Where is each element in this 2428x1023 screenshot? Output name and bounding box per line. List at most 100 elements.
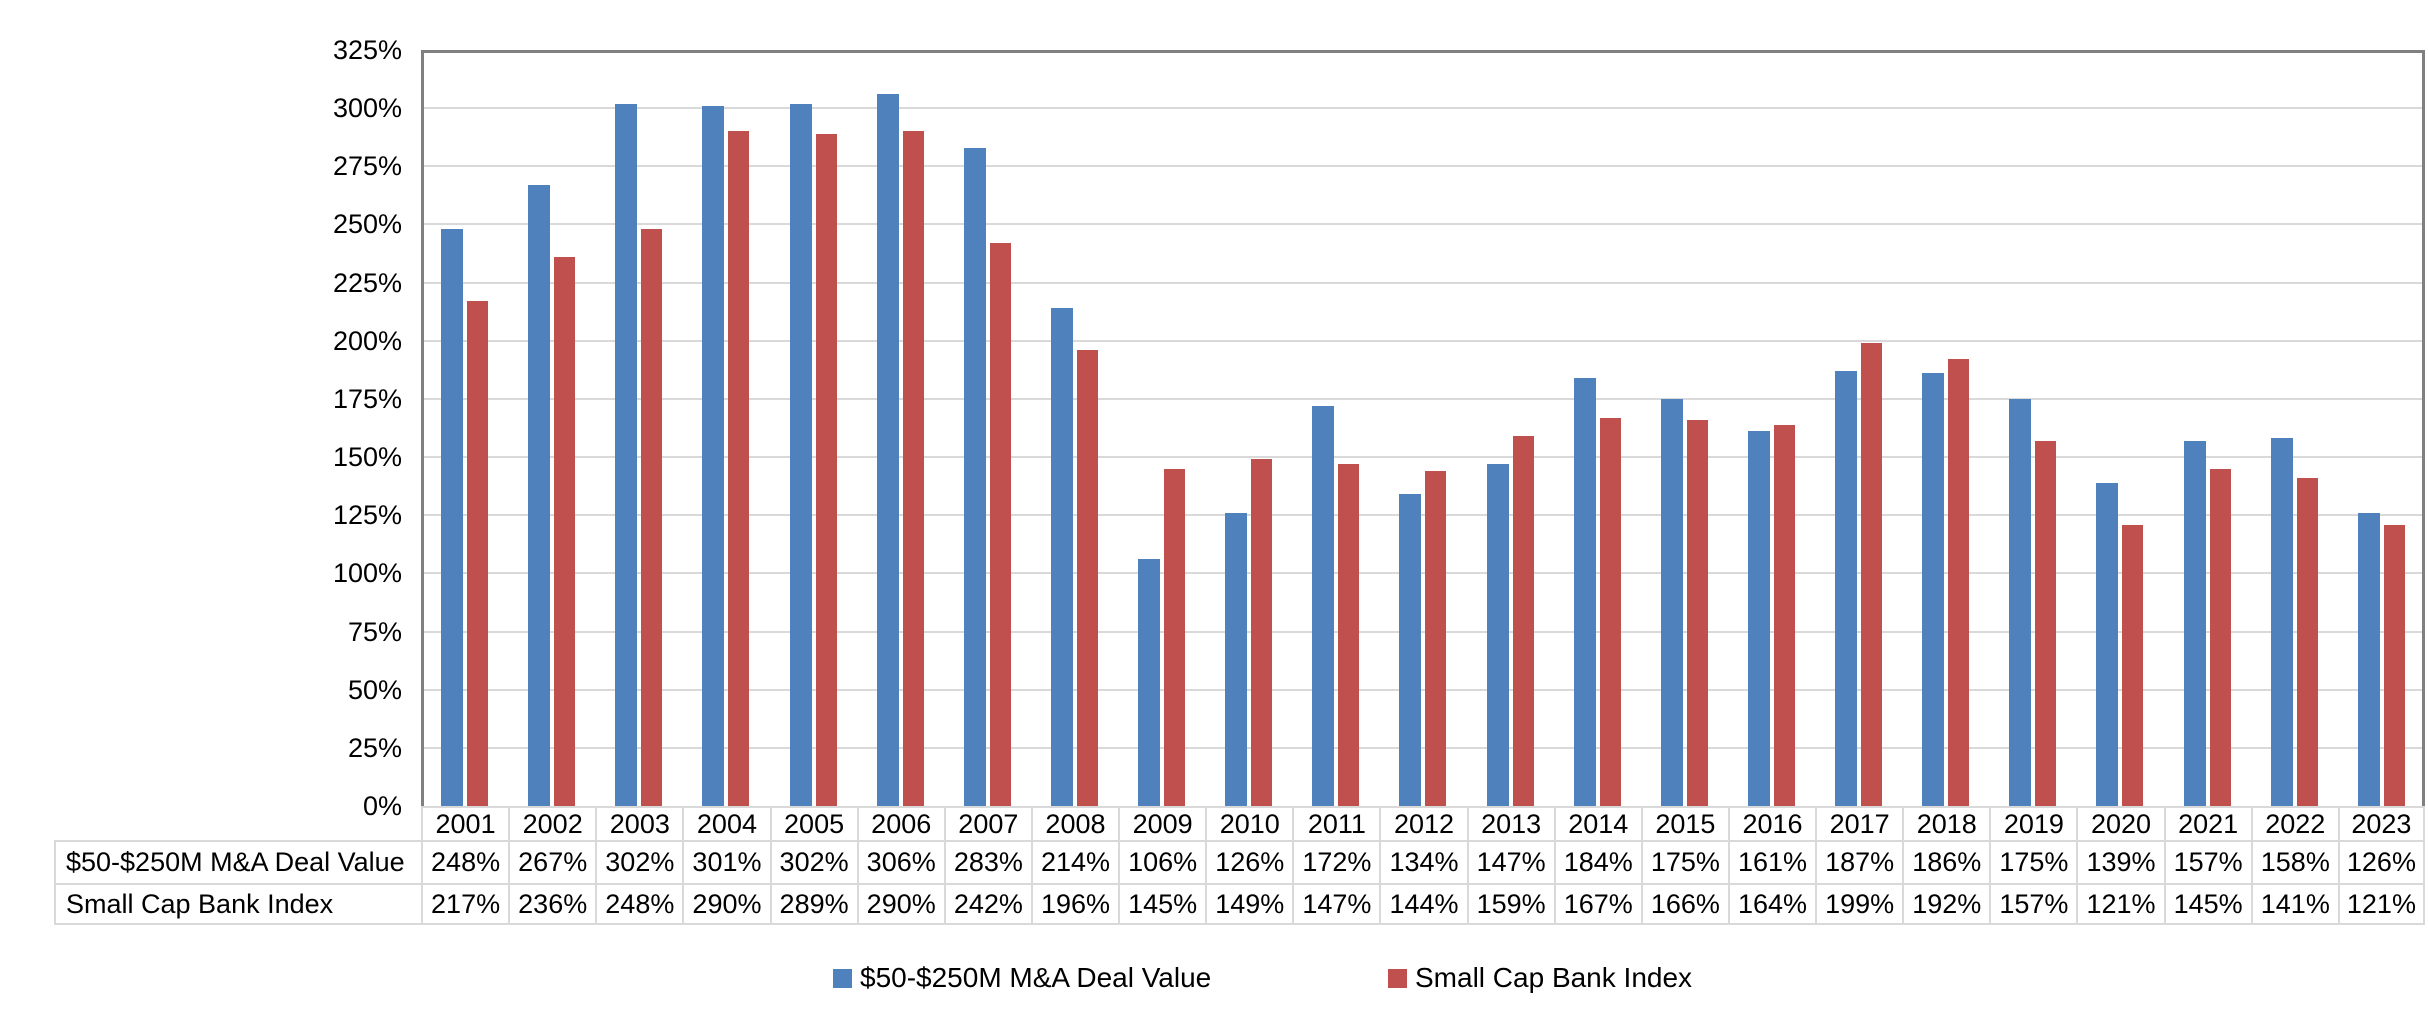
bar-bank-index-2022 [2297, 478, 2318, 806]
bar-deal-value-2007 [964, 148, 986, 806]
table-value-cell: 290% [682, 883, 770, 925]
y-axis-tick-label: 175% [332, 384, 402, 414]
gridline [421, 282, 2425, 284]
table-value-cell: 172% [1292, 840, 1380, 883]
gridline [421, 340, 2425, 342]
table-value-cell: 248% [421, 840, 509, 883]
table-value-cell: 141% [2250, 883, 2338, 925]
y-axis-tick-label: 50% [347, 675, 402, 705]
table-value-cell: 302% [769, 840, 857, 883]
table-value-cell: 134% [1379, 840, 1467, 883]
bar-deal-value-2011 [1312, 406, 1334, 806]
table-value-cell: 289% [769, 883, 857, 925]
x-axis-year-label: 2023 [2337, 806, 2425, 840]
gridline [421, 514, 2425, 516]
x-axis-year-label: 2015 [1640, 806, 1728, 840]
table-value-cell: 157% [2163, 840, 2251, 883]
bar-deal-value-2017 [1835, 371, 1857, 806]
legend-label: $50-$250M M&A Deal Value [860, 962, 1212, 993]
x-axis-year-label: 2011 [1292, 806, 1380, 840]
bar-deal-value-2001 [441, 229, 463, 806]
table-value-cell: 236% [508, 883, 596, 925]
bar-deal-value-2008 [1051, 308, 1073, 806]
table-value-cell: 187% [1815, 840, 1903, 883]
table-value-cell: 290% [856, 883, 944, 925]
gridline [421, 456, 2425, 458]
bar-bank-index-2006 [903, 131, 924, 806]
table-value-cell: 267% [508, 840, 596, 883]
x-axis-year-label: 2006 [856, 806, 944, 840]
y-axis-tick-label: 75% [347, 617, 402, 647]
table-value-cell: 145% [1118, 883, 1206, 925]
bar-deal-value-2002 [528, 185, 550, 806]
bar-deal-value-2010 [1225, 513, 1247, 806]
bar-deal-value-2018 [1922, 373, 1944, 806]
bar-deal-value-2015 [1661, 399, 1683, 806]
table-value-cell: 242% [943, 883, 1031, 925]
x-axis-year-label: 2017 [1815, 806, 1903, 840]
bar-deal-value-2023 [2358, 513, 2380, 806]
y-axis-tick-label: 125% [332, 500, 402, 530]
bar-bank-index-2007 [990, 243, 1011, 806]
table-corner-cell [54, 806, 421, 840]
table-value-cell: 175% [1640, 840, 1728, 883]
bar-bank-index-2017 [1861, 343, 1882, 806]
table-value-cell: 306% [856, 840, 944, 883]
table-value-cell: 139% [2076, 840, 2164, 883]
table-value-cell: 217% [421, 883, 509, 925]
y-axis-tick-label: 225% [332, 268, 402, 298]
bar-deal-value-2009 [1138, 559, 1160, 806]
bar-bank-index-2003 [641, 229, 662, 806]
table-value-cell: 157% [1989, 883, 2077, 925]
bar-bank-index-2010 [1251, 459, 1272, 806]
bar-deal-value-2004 [702, 106, 724, 806]
bar-bank-index-2013 [1513, 436, 1534, 806]
table-value-cell: 147% [1466, 840, 1554, 883]
bar-bank-index-2012 [1425, 471, 1446, 806]
gridline [421, 689, 2425, 691]
x-axis-year-label: 2018 [1902, 806, 1990, 840]
table-value-cell: 164% [1727, 883, 1816, 925]
chart-data-table: 2001 2002 2003 2004 2005 2006 2007 2008 2009 2010… [54, 806, 2425, 925]
table-value-cell: 145% [2163, 883, 2251, 925]
x-axis-year-label: 2001 [421, 806, 509, 840]
table-value-cell: 121% [2337, 883, 2425, 925]
bar-deal-value-2021 [2184, 441, 2206, 806]
x-axis-year-label: 2003 [595, 806, 683, 840]
x-axis-year-label: 2013 [1466, 806, 1554, 840]
y-axis-tick-label: 100% [332, 558, 402, 588]
bar-bank-index-2015 [1687, 420, 1708, 806]
y-axis-tick-label: 325% [332, 35, 402, 65]
table-row-label: $50-$250M M&A Deal Value [54, 840, 421, 883]
table-value-cell: 199% [1815, 883, 1903, 925]
plot-border-top [421, 50, 2425, 53]
table-value-cell: 301% [682, 840, 770, 883]
plot-area [421, 50, 2425, 806]
x-axis-year-label: 2004 [682, 806, 770, 840]
bar-deal-value-2012 [1399, 494, 1421, 806]
legend-item-bank-index: Small Cap Bank Index [1388, 959, 1692, 997]
x-axis-year-label: 2016 [1727, 806, 1816, 840]
bar-bank-index-2014 [1600, 418, 1621, 806]
x-axis-year-label: 2012 [1379, 806, 1467, 840]
bar-bank-index-2020 [2122, 525, 2143, 806]
table-row-label: Small Cap Bank Index [54, 883, 421, 925]
gridline [421, 572, 2425, 574]
table-value-cell: 159% [1466, 883, 1554, 925]
y-axis-tick-label: 300% [332, 93, 402, 123]
bar-deal-value-2019 [2009, 399, 2031, 806]
bar-bank-index-2011 [1338, 464, 1359, 806]
bar-bank-index-2008 [1077, 350, 1098, 806]
bar-deal-value-2022 [2271, 438, 2293, 806]
bar-bank-index-2004 [728, 131, 749, 806]
legend-swatch-red-icon [1388, 968, 1407, 988]
bar-deal-value-2016 [1748, 431, 1770, 806]
table-value-cell: 192% [1902, 883, 1990, 925]
bar-deal-value-2013 [1487, 464, 1509, 806]
legend-label: Small Cap Bank Index [1415, 962, 1693, 993]
table-value-cell: 161% [1727, 840, 1816, 883]
table-value-cell: 283% [943, 840, 1031, 883]
table-value-cell: 175% [1989, 840, 2077, 883]
bar-bank-index-2023 [2384, 525, 2405, 806]
